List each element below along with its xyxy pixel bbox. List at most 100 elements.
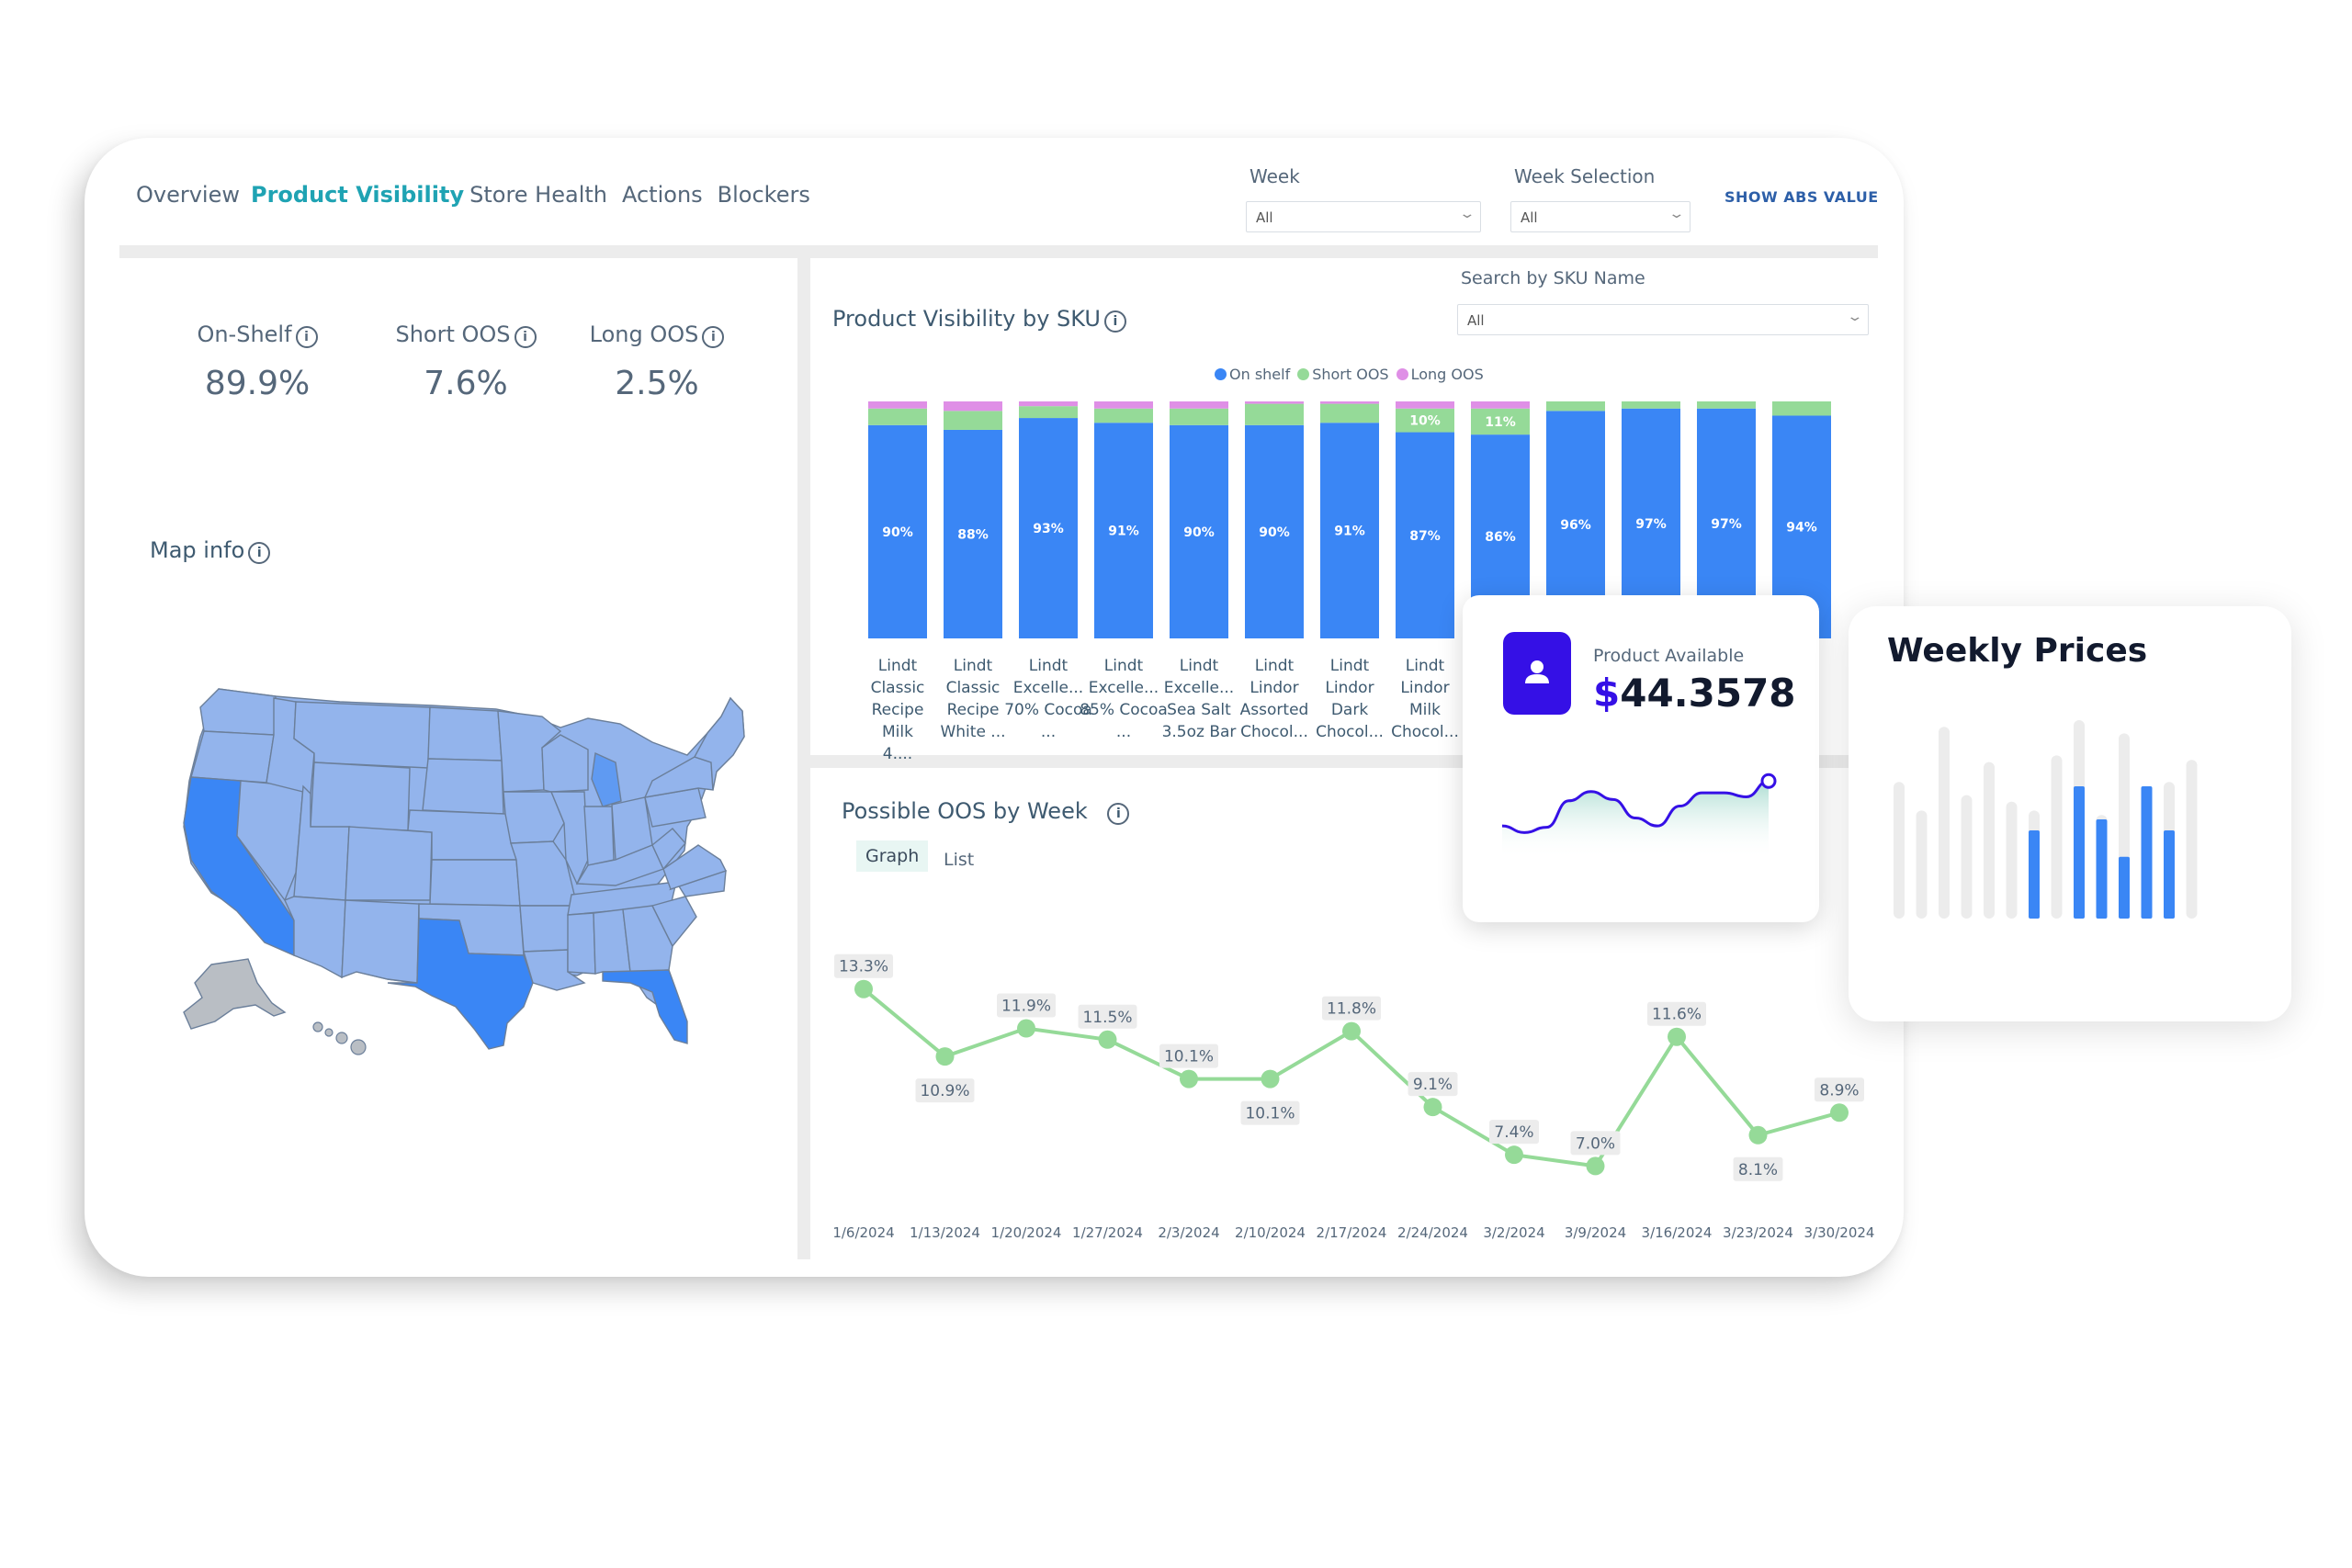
bar-segment-on-shelf — [1320, 423, 1379, 638]
state-washington[interactable] — [199, 688, 277, 736]
sku-chart-title: Product Visibility by SKU i — [832, 306, 1126, 333]
bar-data-label: 97% — [1635, 517, 1667, 532]
bar-segment-short-oos — [944, 411, 1002, 430]
state-west-virginia[interactable] — [651, 828, 686, 871]
bar-data-label: 93% — [1033, 522, 1064, 536]
state-texas[interactable] — [387, 918, 534, 1050]
state-virginia[interactable] — [662, 844, 727, 890]
legend-label: Short OOS — [1312, 366, 1389, 383]
bar-segment-long-oos — [1245, 401, 1304, 404]
product-available-value: $44.3578 — [1593, 671, 1796, 716]
alaska[interactable] — [183, 958, 287, 1030]
panel-divider — [797, 258, 810, 1259]
oos-x-tick-label: 2/3/2024 — [1158, 1224, 1219, 1241]
state-florida[interactable] — [602, 969, 688, 1044]
oos-x-tick-label: 1/13/2024 — [910, 1224, 980, 1241]
legend-short-oos[interactable]: Short OOS — [1297, 366, 1389, 383]
sku-tick-label: Lindor — [1400, 679, 1449, 697]
oos-data-point — [1748, 1125, 1768, 1145]
oos-label-bg — [1647, 1001, 1706, 1026]
oos-x-tick-label: 2/24/2024 — [1397, 1224, 1468, 1241]
state-wyoming[interactable] — [310, 761, 411, 831]
state-oregon[interactable] — [190, 730, 275, 784]
oos-data-point — [935, 1047, 955, 1066]
us-map[interactable] — [156, 680, 763, 1066]
weekly-price-bar — [2186, 760, 2198, 919]
legend-on-shelf[interactable]: On shelf — [1215, 366, 1290, 383]
bar-data-label: 90% — [1183, 525, 1215, 540]
week-dropdown[interactable]: All ⌄ — [1246, 201, 1481, 232]
oos-label-bg — [1408, 1072, 1458, 1097]
header-divider — [119, 245, 1878, 258]
bar-segment-long-oos — [868, 401, 927, 409]
sku-tick-label: ... — [1116, 723, 1131, 741]
bar-segment-short-oos — [1170, 408, 1228, 425]
tab-product-visibility[interactable]: Product Visibility — [251, 182, 465, 208]
state-montana[interactable] — [293, 701, 431, 769]
bar-data-label: 90% — [882, 525, 913, 540]
oos-data-point — [1668, 1027, 1686, 1046]
sku-tick-label: 3.5oz Bar — [1162, 723, 1237, 741]
state-new-england[interactable] — [693, 696, 745, 791]
state-indiana[interactable] — [583, 806, 615, 866]
info-icon[interactable]: i — [1103, 310, 1126, 333]
state-kansas[interactable] — [429, 859, 521, 907]
info-icon[interactable]: i — [514, 326, 537, 348]
oos-chart-title: Possible OOS by Week i — [842, 798, 1130, 825]
state-wisconsin[interactable] — [541, 734, 589, 793]
tab-store-health[interactable]: Store Health — [469, 182, 607, 208]
show-abs-value-button[interactable]: SHOW ABS VALUE — [1724, 188, 1879, 206]
kpi-label: Long OOS — [589, 321, 699, 347]
oos-data-point — [854, 979, 873, 998]
tab-actions[interactable]: Actions — [621, 182, 703, 208]
oos-x-tick-label: 3/23/2024 — [1723, 1224, 1793, 1241]
kpi-value: 89.9% — [204, 365, 311, 402]
state-arkansas[interactable] — [519, 905, 572, 953]
state-mississippi[interactable] — [567, 912, 596, 975]
product-available-sparkline — [1501, 773, 1777, 859]
info-icon[interactable]: i — [248, 542, 271, 564]
sku-tick-label: Chocol... — [1391, 723, 1459, 741]
bar-data-label: 11% — [1485, 415, 1516, 430]
state-north-dakota[interactable] — [427, 706, 503, 761]
tab-overview[interactable]: Overview — [136, 182, 240, 208]
bar-segment-long-oos — [944, 401, 1002, 412]
sku-tick-label: Excelle... — [1013, 679, 1083, 697]
state-arizona[interactable] — [284, 896, 346, 979]
state-south-dakota[interactable] — [422, 758, 504, 815]
legend-label: Long OOS — [1410, 366, 1484, 383]
tab-list[interactable]: List — [944, 850, 975, 870]
state-colorado[interactable] — [345, 826, 433, 901]
bar-data-label: 96% — [1560, 518, 1591, 533]
kpi-value: 2.5% — [615, 365, 699, 402]
state-michigan[interactable] — [591, 751, 622, 807]
tab-graph[interactable]: Graph — [856, 840, 929, 872]
sku-tick-label: Lindt — [1255, 657, 1295, 675]
sku-search-dropdown[interactable]: All ⌄ — [1457, 304, 1869, 335]
weekly-price-bar — [1916, 810, 1928, 919]
oos-data-point — [1098, 1030, 1117, 1049]
kpi-value: 7.6% — [424, 365, 508, 402]
bar-segment-on-shelf — [1019, 418, 1078, 638]
info-icon[interactable]: i — [1107, 803, 1130, 825]
info-icon[interactable]: i — [295, 326, 318, 348]
oos-data-label: 11.8% — [1327, 1000, 1376, 1019]
info-icon[interactable]: i — [702, 326, 725, 348]
bar-data-label: 94% — [1786, 521, 1817, 536]
hawaii[interactable] — [312, 1021, 367, 1055]
state-new-mexico[interactable] — [341, 899, 420, 984]
legend-long-oos[interactable]: Long OOS — [1396, 366, 1484, 383]
oos-x-tick-label: 3/16/2024 — [1642, 1224, 1713, 1241]
sku-tick-label: Lindt — [1406, 657, 1445, 675]
bar-segment-short-oos — [1320, 403, 1379, 423]
oos-label-bg — [834, 953, 893, 978]
tab-blockers[interactable]: Blockers — [717, 182, 810, 208]
oos-chart-title-text: Possible OOS by Week — [842, 798, 1088, 824]
bar-data-label: 97% — [1711, 517, 1742, 532]
state-south-carolina[interactable] — [650, 896, 697, 948]
oos-data-point — [1342, 1021, 1361, 1041]
legend-label: On shelf — [1229, 366, 1291, 383]
oos-x-tick-label: 2/10/2024 — [1235, 1224, 1306, 1241]
week-selection-dropdown[interactable]: All ⌄ — [1510, 201, 1690, 232]
weekly-price-bar — [2006, 801, 2018, 919]
